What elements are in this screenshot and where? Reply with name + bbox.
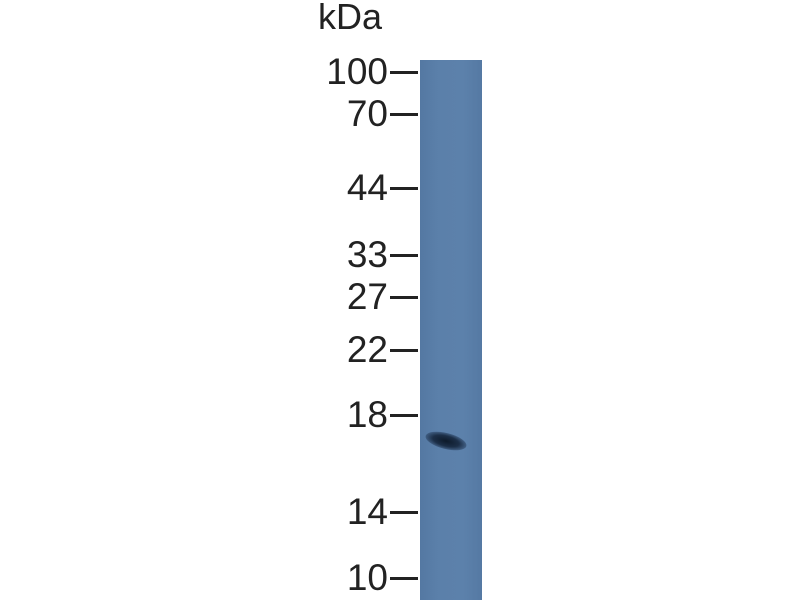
- marker-14: 14: [250, 492, 420, 532]
- marker-tick: [390, 254, 418, 257]
- marker-label: 14: [346, 491, 388, 532]
- marker-label: 27: [346, 276, 388, 317]
- marker-tick: [390, 71, 418, 74]
- marker-label: 18: [346, 394, 388, 435]
- marker-44: 44: [250, 168, 420, 208]
- marker-27: 27: [250, 277, 420, 317]
- blot-lane: [420, 60, 482, 600]
- marker-tick: [390, 187, 418, 190]
- marker-22: 22: [250, 330, 420, 370]
- marker-label: 100: [326, 51, 388, 92]
- marker-tick: [390, 511, 418, 514]
- marker-100: 100: [250, 52, 420, 92]
- marker-70: 70: [250, 94, 420, 134]
- marker-tick: [390, 414, 418, 417]
- marker-tick: [390, 113, 418, 116]
- marker-label: 44: [346, 167, 388, 208]
- marker-tick: [390, 349, 418, 352]
- unit-label: kDa: [318, 0, 383, 37]
- marker-18: 18: [250, 395, 420, 435]
- marker-label: 10: [346, 557, 388, 598]
- marker-tick: [390, 577, 418, 580]
- marker-label: 70: [346, 93, 388, 134]
- marker-tick: [390, 296, 418, 299]
- marker-10: 10: [250, 558, 420, 598]
- marker-33: 33: [250, 235, 420, 275]
- marker-label: 22: [346, 329, 388, 370]
- marker-label: 33: [346, 234, 388, 275]
